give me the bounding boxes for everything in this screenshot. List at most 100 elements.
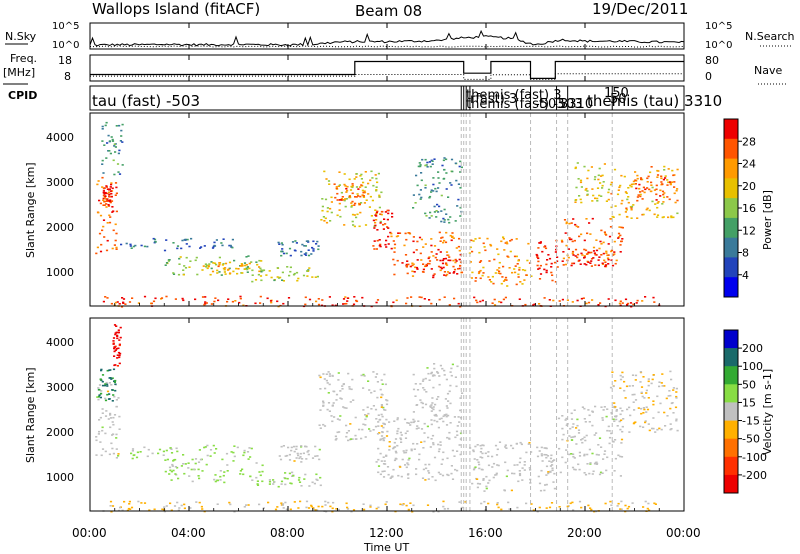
heatmap-cell (556, 256, 559, 258)
heatmap-cell (272, 479, 275, 481)
heatmap-cell (123, 500, 126, 503)
heatmap-cell (636, 217, 639, 219)
heatmap-cell (385, 239, 388, 242)
heatmap-cell (427, 470, 430, 472)
heatmap-cell (634, 183, 637, 185)
heatmap-cell (376, 181, 379, 184)
heatmap-cell (632, 422, 635, 425)
heatmap-cell (218, 256, 221, 259)
heatmap-cell (322, 216, 325, 218)
heatmap-cell (226, 300, 229, 303)
heatmap-cell (546, 259, 549, 261)
heatmap-cell (460, 271, 464, 274)
heatmap-cell (670, 215, 673, 217)
heatmap-cell (454, 220, 457, 222)
heatmap-cell (457, 198, 460, 201)
heatmap-cell (642, 412, 645, 414)
heatmap-cell (195, 256, 198, 259)
heatmap-cell (380, 211, 383, 213)
heatmap-cell (344, 296, 347, 298)
heatmap-cell (214, 474, 217, 476)
heatmap-cell (363, 508, 366, 511)
heatmap-cell (358, 428, 361, 431)
heatmap-cell (384, 409, 387, 411)
heatmap-cell (431, 163, 434, 165)
heatmap-cell (439, 259, 442, 262)
heatmap-cell (570, 439, 574, 441)
heatmap-cell (540, 469, 543, 472)
heatmap-cell (454, 258, 457, 261)
heatmap-cell (423, 440, 426, 443)
heatmap-cell (565, 221, 568, 223)
heatmap-cell (375, 507, 378, 510)
heatmap-cell (441, 259, 445, 262)
velocity-ytick-4000: 4000 (46, 336, 74, 349)
heatmap-cell (118, 344, 121, 347)
heatmap-cell (490, 281, 493, 283)
heatmap-cell (500, 282, 503, 285)
heatmap-cell (445, 405, 448, 407)
colorbar-tick-label: 16 (742, 202, 756, 215)
heatmap-cell (636, 299, 639, 302)
heatmap-cell (130, 452, 133, 455)
heatmap-cell (603, 406, 606, 408)
heatmap-cell (97, 387, 100, 389)
heatmap-cell (185, 256, 188, 259)
heatmap-cell (621, 410, 624, 412)
heatmap-cell (646, 187, 649, 189)
heatmap-cell (443, 508, 446, 510)
heatmap-cell (383, 470, 386, 472)
heatmap-cell (617, 454, 620, 457)
heatmap-cell (109, 377, 112, 379)
heatmap-cell (130, 506, 134, 509)
heatmap-cell (300, 485, 303, 487)
heatmap-cell (110, 200, 114, 202)
heatmap-cell (652, 417, 655, 419)
heatmap-cell (644, 296, 647, 298)
heatmap-cell (452, 259, 455, 262)
heatmap-cell (619, 184, 622, 187)
power-heatmap (95, 113, 679, 308)
time-tick-label: 08:00 (270, 526, 305, 540)
heatmap-cell (662, 196, 666, 199)
heatmap-cell (574, 223, 577, 226)
heatmap-cell (607, 425, 610, 428)
heatmap-cell (670, 378, 673, 381)
heatmap-cell (375, 461, 378, 463)
colorbar-swatch (724, 402, 738, 421)
heatmap-cell (518, 474, 522, 477)
heatmap-cell (372, 184, 375, 187)
heatmap-cell (194, 298, 197, 301)
heatmap-cell (415, 266, 419, 269)
heatmap-cell (553, 459, 556, 461)
heatmap-cell (165, 505, 168, 507)
heatmap-cell (572, 423, 575, 425)
nsky-series-line (89, 29, 685, 47)
heatmap-cell (355, 173, 358, 175)
heatmap-cell (535, 253, 538, 256)
heatmap-cell (270, 301, 273, 304)
heatmap-cell (619, 428, 622, 431)
heatmap-cell (447, 254, 450, 257)
heatmap-cell (106, 369, 109, 372)
heatmap-cell (349, 423, 352, 425)
heatmap-cell (372, 405, 375, 407)
heatmap-cell (118, 339, 121, 341)
heatmap-cell (650, 166, 653, 168)
heatmap-cell (182, 463, 185, 465)
heatmap-cell (576, 424, 579, 427)
heatmap-cell (362, 195, 365, 197)
heatmap-cell (574, 255, 577, 257)
heatmap-cell (527, 443, 530, 445)
heatmap-cell (549, 465, 552, 467)
heatmap-cell (258, 503, 261, 506)
heatmap-cell (431, 407, 434, 409)
heatmap-cell (258, 471, 261, 473)
heatmap-cell (99, 378, 102, 381)
heatmap-cell (452, 265, 455, 268)
heatmap-cell (98, 232, 102, 235)
heatmap-cell (675, 387, 678, 390)
heatmap-cell (448, 256, 451, 258)
heatmap-cell (143, 446, 146, 449)
heatmap-cell (620, 456, 624, 458)
